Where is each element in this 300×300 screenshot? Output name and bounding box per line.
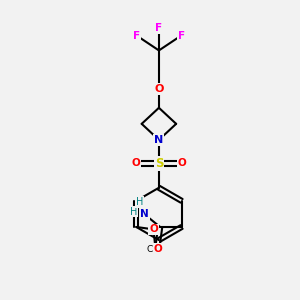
- Text: H: H: [136, 197, 143, 207]
- Text: N: N: [154, 135, 164, 145]
- Text: S: S: [155, 157, 163, 170]
- Text: F: F: [133, 31, 140, 40]
- Text: O: O: [178, 158, 187, 168]
- Text: N: N: [140, 209, 149, 220]
- Text: O: O: [149, 224, 158, 234]
- Text: F: F: [178, 31, 185, 40]
- Text: O: O: [153, 244, 162, 254]
- Text: O: O: [131, 158, 140, 168]
- Text: F: F: [155, 23, 163, 33]
- Text: H: H: [130, 206, 137, 217]
- Text: O: O: [154, 84, 164, 94]
- Text: CH₃: CH₃: [147, 245, 163, 254]
